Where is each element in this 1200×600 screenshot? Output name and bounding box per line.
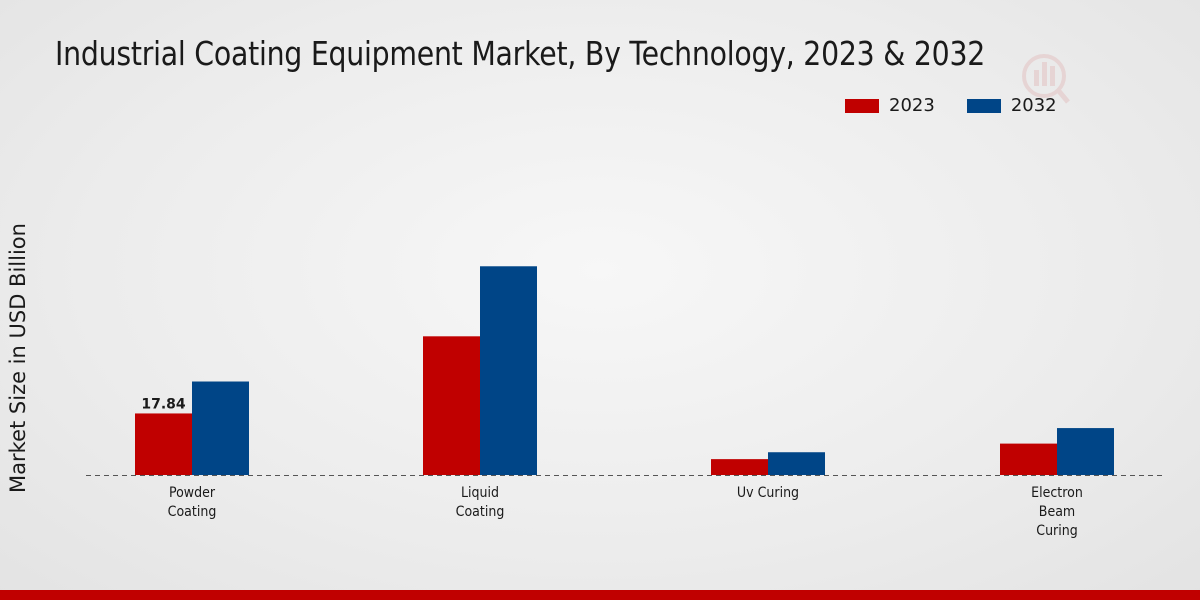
x-tick-label: Liquid Coating — [417, 484, 543, 522]
bar-electron-beam-curing-2032 — [1057, 428, 1114, 475]
x-tick-label-line: Curing — [1036, 523, 1078, 539]
legend-label-2023: 2023 — [889, 95, 935, 116]
legend-swatch-2032 — [966, 98, 1001, 113]
legend-item-2023: 2023 — [845, 95, 935, 116]
bar-uv-curing-2023 — [711, 459, 768, 475]
legend: 2023 2032 — [845, 95, 1057, 116]
x-tick-label-line: Coating — [167, 504, 217, 520]
bar-liquid-coating-2023 — [423, 336, 480, 475]
x-tick-label: Uv Curing — [705, 484, 831, 503]
x-tick-label-line: Coating — [455, 504, 505, 520]
bottom-accent-band — [0, 590, 1200, 600]
watermark-logo-icon — [1022, 54, 1070, 104]
x-tick-label-line: Beam — [1038, 504, 1076, 520]
bar-uv-curing-2032 — [768, 452, 825, 475]
x-tick-label: Electron Beam Curing — [994, 484, 1120, 541]
x-tick-label-line: Electron — [1031, 485, 1083, 501]
x-tick-label-line: Powder — [168, 485, 216, 501]
x-tick-label-line: Uv Curing — [736, 485, 800, 501]
legend-label-2032: 2032 — [1010, 95, 1057, 116]
x-tick-label-line: Liquid — [460, 485, 499, 501]
bar-powder-coating-2032 — [192, 381, 249, 475]
x-tick-label: Powder Coating — [129, 484, 255, 522]
legend-swatch-2023 — [845, 98, 879, 113]
data-label: 17.84 — [141, 396, 186, 412]
chart-title: Industrial Coating Equipment Market, By … — [55, 34, 986, 73]
bar-liquid-coating-2032 — [480, 266, 537, 475]
bar-powder-coating-2023 — [135, 413, 192, 475]
bar-electron-beam-curing-2023 — [1000, 443, 1057, 475]
legend-item-2032: 2032 — [966, 95, 1057, 116]
